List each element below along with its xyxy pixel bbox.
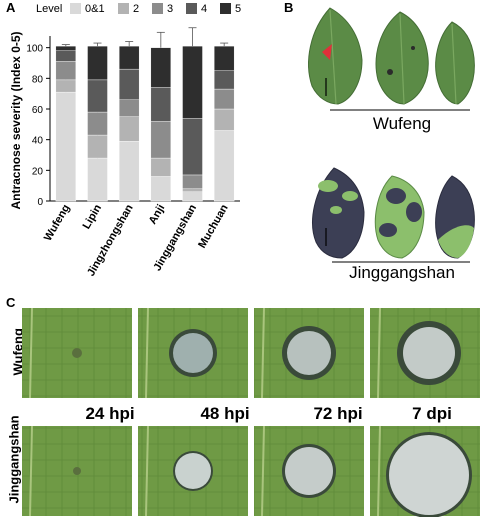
time-label-48hpi: 48 hpi [200, 404, 250, 423]
bar-Anji-level-2 [150, 121, 172, 159]
legend-swatch-2 [152, 3, 163, 14]
lesion-1-0 [73, 467, 81, 475]
bar-Anji-level-0 [150, 176, 172, 202]
leaf-healthy-1 [308, 7, 363, 105]
x-tick-label-Muchuan: Muchuan [196, 202, 231, 250]
bar-Jinggangshan-level-1 [182, 188, 203, 193]
bar-Muchuan-level-3 [213, 70, 235, 90]
x-tick-label-Anji: Anji [147, 203, 168, 227]
x-tick-label-Wufeng: Wufeng [42, 203, 72, 244]
bar-Jingzhongshan-level-2 [118, 99, 140, 117]
legend-label-0: 0&1 [85, 3, 105, 15]
y-tick-label-4: 80 [32, 74, 44, 85]
y-axis-label: Antracnose severity (Index 0-5) [9, 31, 23, 209]
lesion-0-2 [287, 331, 331, 375]
time-label-72hpi: 72 hpi [313, 404, 363, 423]
bar-Wufeng-level-0 [55, 91, 77, 202]
bar-Lipin-level-0 [87, 157, 108, 202]
photo-vein-0-1 [145, 308, 149, 399]
leaf-healthy-3 [435, 21, 475, 105]
photo-vein-1-1 [145, 425, 149, 517]
legend-label-3: 4 [201, 3, 207, 15]
panel-a-letter: A [6, 0, 16, 15]
bar-Lipin-level-3 [87, 79, 108, 113]
lesion-1-1 [175, 453, 211, 489]
bar-Jingzhongshan-level-3 [118, 68, 140, 100]
legend-swatch-0 [70, 3, 81, 14]
bar-Muchuan-level-0 [213, 130, 235, 202]
panel-c-letter: C [6, 295, 16, 310]
legend-swatch-1 [118, 3, 129, 14]
lesion-0-1 [173, 333, 213, 373]
bar-Lipin-level-2 [87, 111, 108, 136]
bar-Wufeng-level-3 [55, 50, 77, 62]
time-label-7dpi: 7 dpi [412, 404, 452, 423]
legend-swatch-3 [186, 3, 197, 14]
bar-Jinggangshan-level-3 [182, 117, 203, 176]
lesion-1-2 [285, 447, 333, 495]
legend-title: Level [36, 3, 62, 15]
bar-Muchuan-level-1 [213, 108, 235, 131]
bar-Muchuan-level-2 [213, 88, 235, 110]
bar-Jinggangshan-level-2 [182, 174, 203, 189]
bar-Jingzhongshan-level-0 [118, 140, 140, 202]
lesion-0-0 [72, 348, 82, 358]
leaf-panel [308, 7, 475, 263]
photo-vein-0-0 [29, 308, 33, 399]
bar-Anji-level-1 [150, 157, 172, 177]
red-arrow-icon [322, 44, 332, 60]
photo-vein-1-2 [261, 425, 265, 517]
photo-row-jinggangshan [22, 425, 480, 517]
photo-vein-1-3 [377, 425, 381, 517]
x-tick-label-Lipin: Lipin [81, 202, 105, 231]
y-tick-label-3: 60 [32, 105, 44, 116]
time-label-24hpi: 24 hpi [85, 404, 135, 423]
bar-Jinggangshan-level-4 [182, 45, 203, 119]
legend-label-2: 3 [167, 3, 173, 15]
row-label-jinggangshan: Jinggangshan [6, 415, 22, 504]
legend-swatch-4 [220, 3, 231, 14]
bar-Muchuan-level-4 [213, 45, 235, 71]
bar-Jingzhongshan-level-4 [118, 45, 140, 70]
bar-Anji-level-3 [150, 87, 172, 122]
bar-Wufeng-level-1 [55, 79, 77, 93]
cultivar-label-jinggangshan: Jinggangshan [349, 263, 455, 282]
photo-vein-0-2 [261, 308, 265, 399]
bar-Jingzhongshan-level-1 [118, 116, 140, 142]
lesion-1-3 [389, 435, 469, 515]
y-tick-label-1: 20 [32, 166, 44, 177]
bar-Lipin-level-1 [87, 134, 108, 159]
photo-vein-0-3 [377, 308, 381, 399]
y-tick-label-0: 0 [37, 197, 43, 208]
legend-label-4: 5 [235, 3, 241, 15]
lesion-0-3 [403, 327, 455, 379]
bar-Wufeng-level-2 [55, 61, 77, 81]
panel-b-letter: B [284, 0, 294, 15]
bar-Lipin-level-4 [87, 45, 108, 81]
jinggangshan-leaves [312, 167, 475, 259]
lesion-photos [22, 308, 480, 517]
photo-row-wufeng [22, 308, 480, 399]
cultivar-label-wufeng: Wufeng [372, 114, 432, 133]
wufeng-leaves [308, 7, 475, 105]
bar-Anji-level-4 [150, 47, 172, 88]
photo-vein-1-0 [29, 425, 33, 517]
y-tick-label-5: 100 [26, 44, 43, 55]
bar-Wufeng-level-4 [55, 45, 77, 51]
legend-label-1: 2 [133, 3, 139, 15]
bar-Jinggangshan-level-0 [182, 191, 203, 202]
y-tick-label-2: 40 [32, 136, 44, 147]
